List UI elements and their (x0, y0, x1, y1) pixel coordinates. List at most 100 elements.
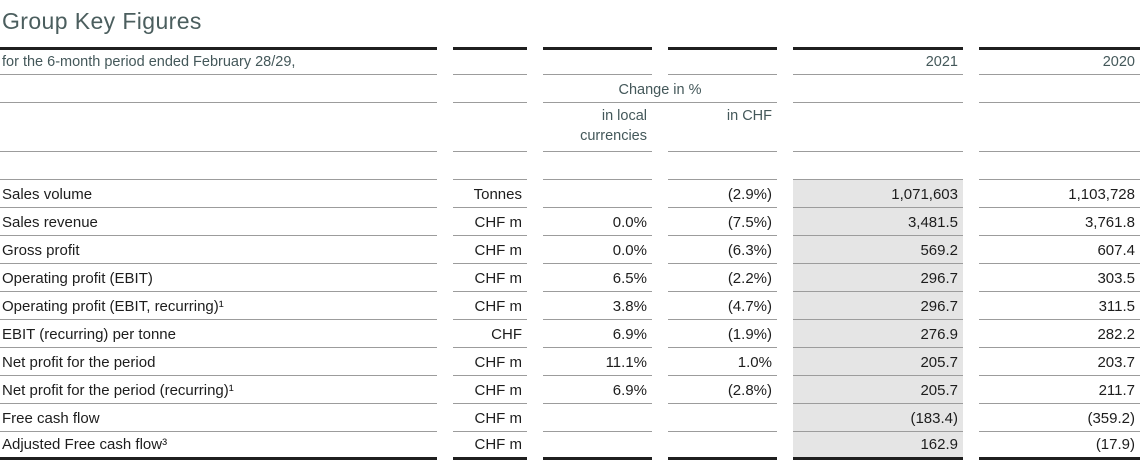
header-subcolumns-row: in local currencies in CHF (0, 103, 1140, 152)
header-unit-spacer (453, 47, 527, 75)
value-2021-cell: 205.7 (793, 376, 963, 404)
value-2021-cell: 569.2 (793, 236, 963, 264)
change-local-cell: 6.9% (543, 376, 652, 404)
change-chf-cell: (4.7%) (668, 292, 777, 320)
subcol-2021-spacer (793, 103, 963, 152)
year-2020-header: 2020 (979, 47, 1140, 75)
spacer-row (0, 152, 1140, 180)
table-row: EBIT (recurring) per tonne CHF 6.9% (1.9… (0, 320, 1140, 348)
table-row: Operating profit (EBIT) CHF m 6.5% (2.2%… (0, 264, 1140, 292)
row-label: Net profit for the period (recurring)¹ (0, 376, 437, 404)
change-row-2020-spacer (979, 75, 1140, 103)
local-currencies-header: in local currencies (543, 103, 652, 152)
change-local-cell: 6.5% (543, 264, 652, 292)
key-figures-table: for the 6-month period ended February 28… (0, 47, 1140, 460)
row-label: Free cash flow (0, 404, 437, 432)
value-2020-cell: 282.2 (979, 320, 1140, 348)
table-row: Adjusted Free cash flow³ CHF m 162.9 (17… (0, 432, 1140, 460)
change-local-cell: 0.0% (543, 208, 652, 236)
change-chf-cell: (2.8%) (668, 376, 777, 404)
value-2020-cell: 203.7 (979, 348, 1140, 376)
value-2021-cell: 162.9 (793, 432, 963, 460)
value-2021-cell: 1,071,603 (793, 180, 963, 208)
spacer-cell (793, 152, 963, 180)
year-2021-header: 2021 (793, 47, 963, 75)
row-label: Gross profit (0, 236, 437, 264)
unit-cell: CHF m (453, 236, 527, 264)
header-change-row: Change in % (0, 75, 1140, 103)
change-chf-cell (668, 404, 777, 432)
value-2021-cell: 296.7 (793, 264, 963, 292)
change-chf-cell: (7.5%) (668, 208, 777, 236)
value-2020-cell: 303.5 (979, 264, 1140, 292)
row-label: Sales revenue (0, 208, 437, 236)
header-local-spacer (543, 47, 652, 75)
row-label: EBIT (recurring) per tonne (0, 320, 437, 348)
subcol-unit-spacer (453, 103, 527, 152)
change-local-cell (543, 404, 652, 432)
row-label: Sales volume (0, 180, 437, 208)
table-row: Sales volume Tonnes (2.9%) 1,071,603 1,1… (0, 180, 1140, 208)
header-chf-spacer (668, 47, 777, 75)
change-chf-cell (668, 432, 777, 460)
change-local-cell: 3.8% (543, 292, 652, 320)
change-chf-cell: (6.3%) (668, 236, 777, 264)
spacer-cell (668, 152, 777, 180)
chf-header: in CHF (668, 103, 777, 152)
value-2020-cell: 211.7 (979, 376, 1140, 404)
unit-cell: CHF m (453, 432, 527, 460)
value-2021-cell: 276.9 (793, 320, 963, 348)
spacer-cell (0, 152, 437, 180)
period-label: for the 6-month period ended February 28… (0, 47, 437, 75)
change-row-2021-spacer (793, 75, 963, 103)
spacer-cell (979, 152, 1140, 180)
spacer-cell (543, 152, 652, 180)
change-local-cell (543, 432, 652, 460)
unit-cell: CHF m (453, 208, 527, 236)
spacer-cell (453, 152, 527, 180)
table-row: Free cash flow CHF m (183.4) (359.2) (0, 404, 1140, 432)
value-2021-cell: 3,481.5 (793, 208, 963, 236)
row-label: Adjusted Free cash flow³ (0, 432, 437, 460)
change-row-label-spacer (0, 75, 437, 103)
unit-cell: CHF m (453, 292, 527, 320)
table-row: Operating profit (EBIT, recurring)¹ CHF … (0, 292, 1140, 320)
change-local-cell: 6.9% (543, 320, 652, 348)
unit-cell: CHF (453, 320, 527, 348)
subcol-2020-spacer (979, 103, 1140, 152)
unit-cell: CHF m (453, 264, 527, 292)
table-row: Net profit for the period CHF m 11.1% 1.… (0, 348, 1140, 376)
unit-cell: CHF m (453, 348, 527, 376)
value-2021-cell: 205.7 (793, 348, 963, 376)
change-local-cell: 0.0% (543, 236, 652, 264)
unit-cell: CHF m (453, 376, 527, 404)
table-row: Net profit for the period (recurring)¹ C… (0, 376, 1140, 404)
row-label: Operating profit (EBIT, recurring)¹ (0, 292, 437, 320)
value-2020-cell: (17.9) (979, 432, 1140, 460)
row-label: Operating profit (EBIT) (0, 264, 437, 292)
value-2020-cell: (359.2) (979, 404, 1140, 432)
page-title: Group Key Figures (2, 8, 202, 34)
value-2020-cell: 1,103,728 (979, 180, 1140, 208)
value-2021-cell: (183.4) (793, 404, 963, 432)
change-row-unit-spacer (453, 75, 527, 103)
change-local-cell: 11.1% (543, 348, 652, 376)
unit-cell: Tonnes (453, 180, 527, 208)
subcol-label-spacer (0, 103, 437, 152)
value-2020-cell: 3,761.8 (979, 208, 1140, 236)
change-chf-cell: (2.9%) (668, 180, 777, 208)
change-chf-cell: (2.2%) (668, 264, 777, 292)
change-local-cell (543, 180, 652, 208)
value-2020-cell: 311.5 (979, 292, 1140, 320)
table-row: Gross profit CHF m 0.0% (6.3%) 569.2 607… (0, 236, 1140, 264)
unit-cell: CHF m (453, 404, 527, 432)
value-2021-cell: 296.7 (793, 292, 963, 320)
header-period-row: for the 6-month period ended February 28… (0, 47, 1140, 75)
table-row: Sales revenue CHF m 0.0% (7.5%) 3,481.5 … (0, 208, 1140, 236)
change-chf-cell: 1.0% (668, 348, 777, 376)
change-chf-cell: (1.9%) (668, 320, 777, 348)
value-2020-cell: 607.4 (979, 236, 1140, 264)
change-in-percent-header: Change in % (543, 75, 777, 103)
row-label: Net profit for the period (0, 348, 437, 376)
